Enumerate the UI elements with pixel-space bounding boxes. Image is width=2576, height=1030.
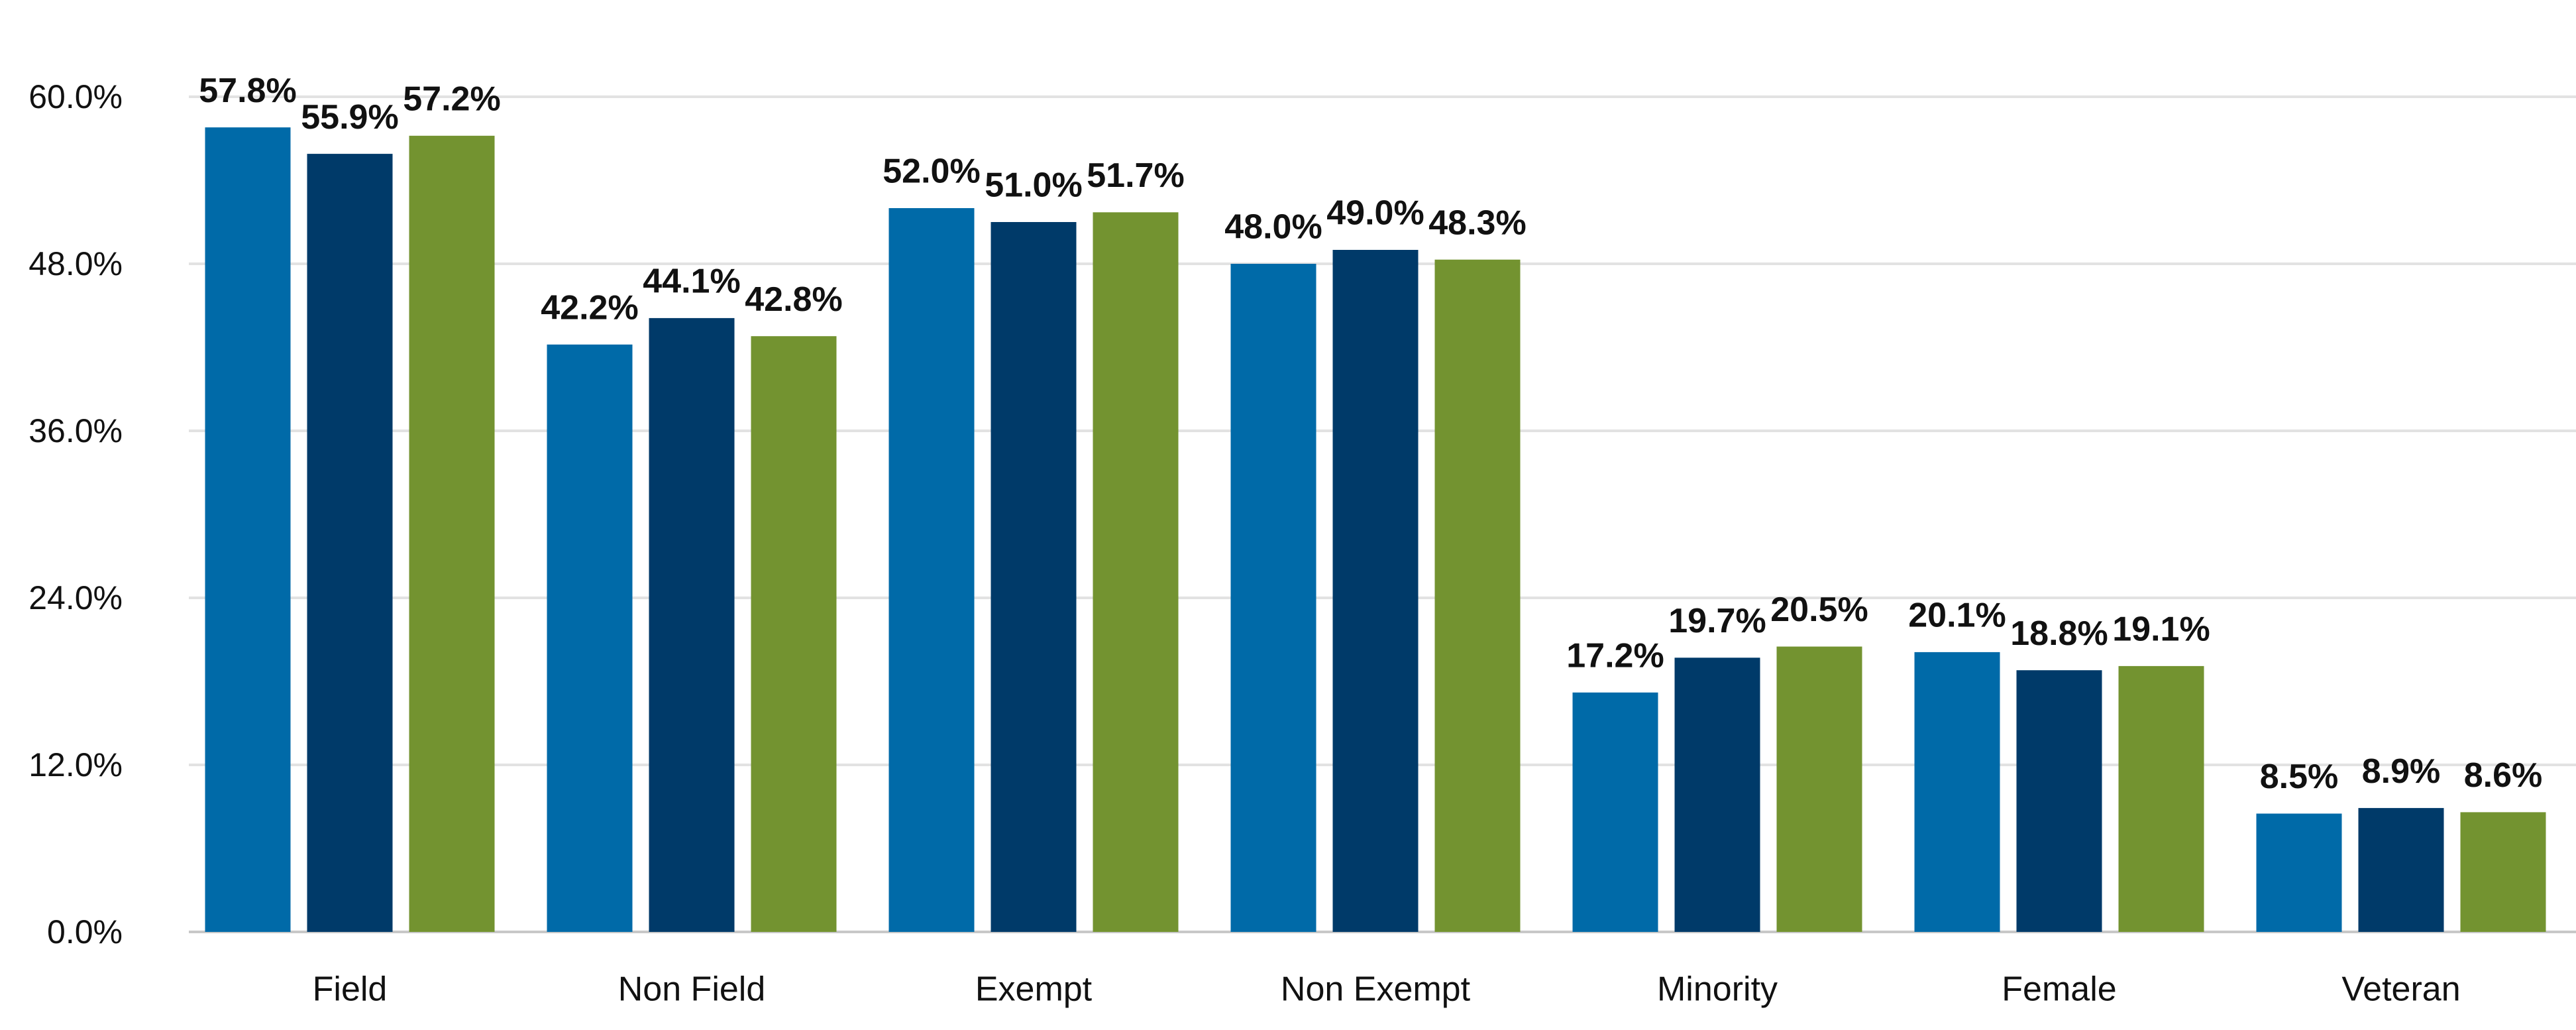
bar bbox=[1776, 646, 1862, 932]
bar bbox=[547, 344, 633, 932]
value-label: 8.6% bbox=[2464, 756, 2543, 795]
x-tick-label: Veteran bbox=[2341, 970, 2460, 1009]
bar bbox=[307, 154, 393, 933]
bar bbox=[1674, 658, 1760, 932]
bar bbox=[1230, 264, 1316, 932]
value-label: 8.9% bbox=[2362, 752, 2441, 791]
x-tick-label: Minority bbox=[1657, 970, 1778, 1009]
x-tick-label: Exempt bbox=[975, 970, 1093, 1009]
value-label: 51.7% bbox=[1087, 156, 1184, 195]
bar bbox=[2256, 813, 2342, 932]
value-label: 17.2% bbox=[1566, 637, 1664, 675]
bar bbox=[409, 135, 495, 932]
value-label: 52.0% bbox=[883, 152, 980, 191]
x-tick-label: Non Field bbox=[618, 970, 766, 1009]
value-label: 19.7% bbox=[1668, 602, 1766, 640]
value-label: 57.8% bbox=[199, 72, 296, 110]
value-label: 48.3% bbox=[1428, 203, 1526, 242]
y-tick-label: 24.0% bbox=[28, 579, 123, 616]
bar bbox=[1093, 212, 1179, 932]
y-tick-label: 12.0% bbox=[28, 746, 123, 783]
value-label: 42.2% bbox=[541, 289, 638, 327]
bar bbox=[751, 336, 837, 932]
bar bbox=[2016, 670, 2102, 932]
y-tick-label: 0.0% bbox=[47, 913, 123, 950]
value-label: 49.0% bbox=[1326, 194, 1424, 233]
bar bbox=[649, 317, 735, 932]
bar bbox=[1332, 250, 1419, 932]
bar bbox=[991, 222, 1077, 932]
value-label: 57.2% bbox=[403, 80, 500, 119]
bar bbox=[1572, 692, 1658, 932]
bar bbox=[2460, 812, 2546, 932]
value-label: 48.0% bbox=[1224, 208, 1322, 247]
y-tick-label: 36.0% bbox=[28, 412, 123, 449]
value-label: 18.8% bbox=[2010, 614, 2108, 653]
value-label: 51.0% bbox=[985, 166, 1082, 205]
value-label: 8.5% bbox=[2260, 758, 2339, 796]
x-tick-label: Non Exempt bbox=[1281, 970, 1471, 1009]
y-tick-label: 48.0% bbox=[28, 245, 123, 282]
y-tick-label: 60.0% bbox=[28, 78, 123, 115]
bar bbox=[205, 127, 291, 933]
bar bbox=[2118, 665, 2204, 932]
bar bbox=[1434, 259, 1521, 932]
bar bbox=[1914, 652, 2000, 932]
value-label: 20.5% bbox=[1770, 591, 1868, 629]
value-label: 44.1% bbox=[643, 262, 740, 301]
bar bbox=[888, 208, 975, 932]
x-tick-label: Field bbox=[313, 970, 388, 1009]
value-label: 19.1% bbox=[2112, 610, 2210, 649]
value-label: 20.1% bbox=[1908, 597, 2006, 635]
value-label: 42.8% bbox=[745, 280, 842, 319]
value-label: 55.9% bbox=[301, 98, 398, 137]
x-tick-label: Female bbox=[2002, 970, 2116, 1009]
bar bbox=[2358, 808, 2444, 932]
